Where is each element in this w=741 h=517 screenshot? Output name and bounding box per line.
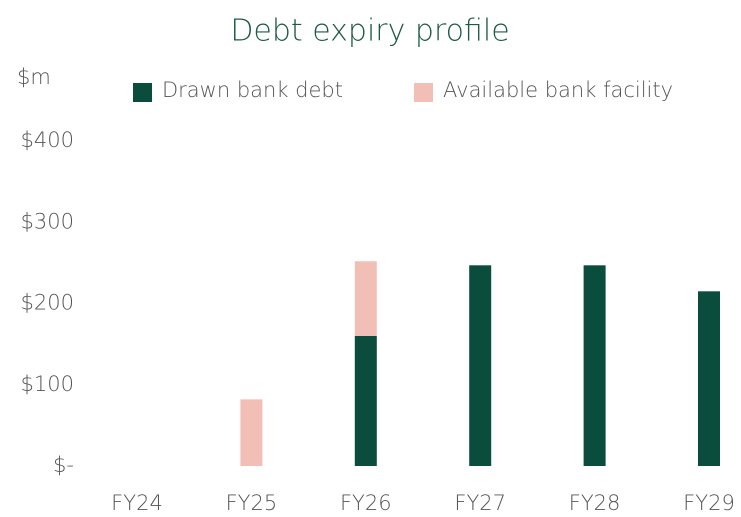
- bar: [240, 399, 263, 466]
- legend-swatch: [133, 83, 152, 102]
- legend-label: Available bank facility: [443, 78, 673, 102]
- y-axis-label: $m: [17, 65, 51, 89]
- x-tick-label: FY29: [683, 491, 735, 515]
- bar: [354, 336, 377, 466]
- y-tick-label: $100: [21, 372, 74, 396]
- bar: [354, 261, 377, 336]
- bar: [583, 265, 606, 466]
- bar: [698, 291, 720, 466]
- x-tick-label: FY24: [111, 491, 163, 515]
- bar: [469, 265, 492, 466]
- legend-swatch: [414, 83, 433, 102]
- x-tick-label: FY27: [454, 491, 506, 515]
- legend-label: Drawn bank debt: [162, 78, 343, 102]
- y-tick-label: $-: [53, 453, 74, 477]
- y-tick-label: $400: [21, 128, 74, 152]
- y-tick-label: $300: [21, 209, 74, 233]
- x-tick-label: FY26: [340, 491, 392, 515]
- x-tick-label: FY28: [569, 491, 621, 515]
- y-tick-label: $200: [21, 291, 74, 315]
- x-tick-label: FY25: [226, 491, 278, 515]
- chart-title: Debt expiry profile: [230, 14, 509, 49]
